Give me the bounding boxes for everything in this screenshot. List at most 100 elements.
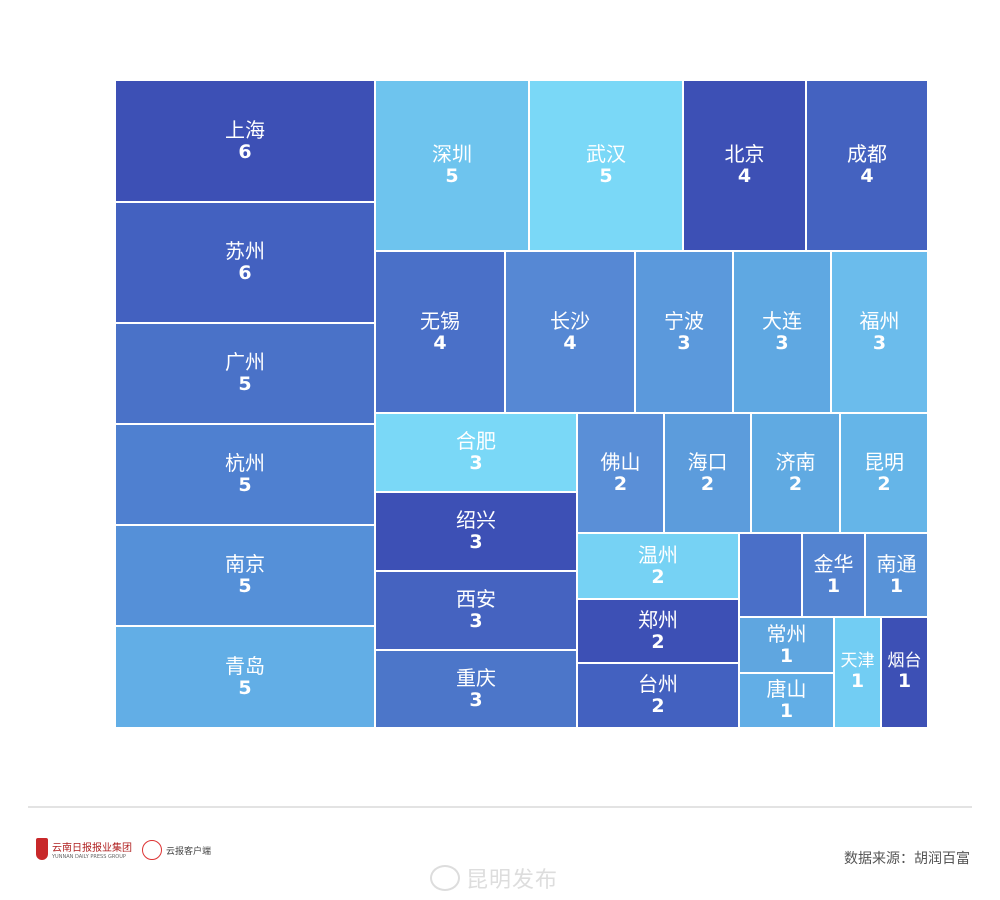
cell-label: 温州: [638, 542, 678, 567]
treemap-cell: 常州 1: [739, 617, 834, 673]
logo-seal-icon: [142, 840, 162, 860]
treemap-cell: [739, 533, 802, 617]
cell-label: 西安: [456, 587, 496, 612]
data-source: 数据来源：胡润百富: [844, 851, 970, 867]
treemap-cell: 无锡 4: [375, 251, 505, 413]
treemap-cell: 郑州 2: [577, 599, 739, 663]
cell-label: 北京: [724, 142, 765, 167]
cell-label: 佛山: [600, 449, 641, 474]
cell-value: 2: [700, 472, 715, 495]
logo-cup-icon: [36, 838, 48, 860]
cell-value: 5: [445, 165, 459, 188]
cell-value: 3: [469, 531, 483, 554]
treemap-cell: 烟台 1: [881, 617, 928, 728]
cell-label: 上海: [225, 117, 265, 142]
treemap-cell: 成都 4: [806, 80, 928, 251]
treemap-cell: 南通 1: [865, 533, 928, 617]
cell-value: 2: [613, 472, 628, 495]
cell-value: 4: [433, 331, 447, 354]
cell-value: 1: [850, 670, 865, 693]
cell-label: 海口: [687, 449, 728, 474]
treemap-cell: 青岛 5: [115, 626, 375, 728]
cell-value: 6: [238, 140, 252, 163]
cell-value: 5: [238, 575, 252, 598]
logo1-text: 云南日报报业集团: [52, 842, 132, 854]
cell-value: 3: [469, 688, 483, 711]
treemap-cell: 西安 3: [375, 571, 577, 650]
cell-value: 3: [775, 331, 789, 354]
yunnan-daily-logo: 云南日报报业集团 YUNNAN DAILY PRESS GROUP: [36, 838, 132, 860]
cell-value: 1: [779, 700, 794, 723]
treemap-cell: 唐山 1: [739, 673, 834, 728]
cell-label: 深圳: [432, 142, 472, 167]
cell-value: 1: [889, 574, 904, 597]
cell-label: 台州: [638, 672, 678, 697]
cell-label: 无锡: [420, 308, 460, 333]
treemap-cell: 长沙 4: [505, 251, 635, 413]
cell-label: 苏州: [225, 239, 265, 264]
treemap-cell: 昆明 2: [840, 413, 928, 533]
cell-value: 3: [469, 452, 483, 475]
cell-label: 长沙: [550, 308, 590, 333]
cell-label: 郑州: [638, 607, 678, 632]
cell-label: 济南: [775, 449, 816, 474]
cell-value: 2: [651, 630, 665, 653]
treemap-cell: 金华 1: [802, 533, 865, 617]
cell-label: 青岛: [225, 653, 265, 678]
cell-value: 4: [860, 165, 874, 188]
cell-value: 1: [826, 574, 841, 597]
cell-value: 4: [737, 165, 752, 188]
treemap-cell: 绍兴 3: [375, 492, 577, 571]
treemap-cell: 温州 2: [577, 533, 739, 599]
cell-label: 天津: [840, 650, 875, 671]
weibo-icon: [430, 865, 460, 891]
cell-label: 唐山: [766, 677, 807, 702]
cell-value: 2: [877, 472, 891, 495]
divider: [28, 806, 972, 808]
treemap-cell: 北京 4: [683, 80, 806, 251]
treemap-cell: 武汉 5: [529, 80, 683, 251]
cell-value: 1: [897, 670, 912, 693]
treemap-chart: 上海 6 苏州 6 广州 5 杭州 5 南京 5 青岛 5 深圳 5 武汉 5 北京 4 成都 4 无锡 4 长沙 4 宁波 3 大…: [115, 80, 928, 728]
treemap-cell: 大连 3: [733, 251, 831, 413]
cell-label: 武汉: [586, 142, 626, 167]
treemap-cell: 南京 5: [115, 525, 375, 626]
cell-label: 重庆: [456, 665, 496, 690]
cell-value: 3: [872, 331, 887, 354]
cell-value: 3: [469, 610, 483, 633]
cell-value: 2: [651, 565, 665, 588]
cell-value: 2: [788, 472, 803, 495]
cell-label: 合肥: [456, 429, 496, 454]
cell-value: 5: [238, 373, 252, 396]
cell-label: 宁波: [664, 308, 704, 333]
cell-label: 南通: [876, 551, 917, 576]
cell-label: 杭州: [225, 451, 265, 476]
cell-label: 绍兴: [456, 508, 496, 533]
cell-value: 3: [677, 331, 691, 354]
cell-label: 大连: [762, 308, 802, 333]
treemap-cell: 合肥 3: [375, 413, 577, 492]
watermark: 昆明发布: [430, 862, 558, 894]
cell-label: 金华: [813, 551, 854, 576]
treemap-cell: 重庆 3: [375, 650, 577, 728]
cell-value: 6: [238, 262, 252, 285]
cell-value: 5: [599, 165, 613, 188]
cell-label: 广州: [225, 350, 265, 375]
cell-value: 4: [563, 331, 577, 354]
cell-label: 常州: [766, 621, 807, 646]
cell-label: 福州: [859, 308, 900, 333]
logo2-text: 云报客户端: [166, 846, 212, 857]
treemap-cell: 上海 6: [115, 80, 375, 202]
treemap-cell: 广州 5: [115, 323, 375, 424]
treemap-cell: 济南 2: [751, 413, 840, 533]
cell-value: 1: [779, 644, 794, 667]
treemap-cell: 天津 1: [834, 617, 881, 728]
cell-value: 5: [238, 474, 252, 497]
cell-label: 成都: [847, 142, 887, 167]
yunbao-client-logo: 云报客户端: [142, 840, 211, 860]
treemap-cell: 佛山 2: [577, 413, 664, 533]
cell-label: 南京: [225, 552, 265, 577]
cell-label: 烟台: [887, 650, 922, 671]
cell-value: 2: [651, 695, 665, 718]
cell-value: 5: [238, 676, 252, 699]
